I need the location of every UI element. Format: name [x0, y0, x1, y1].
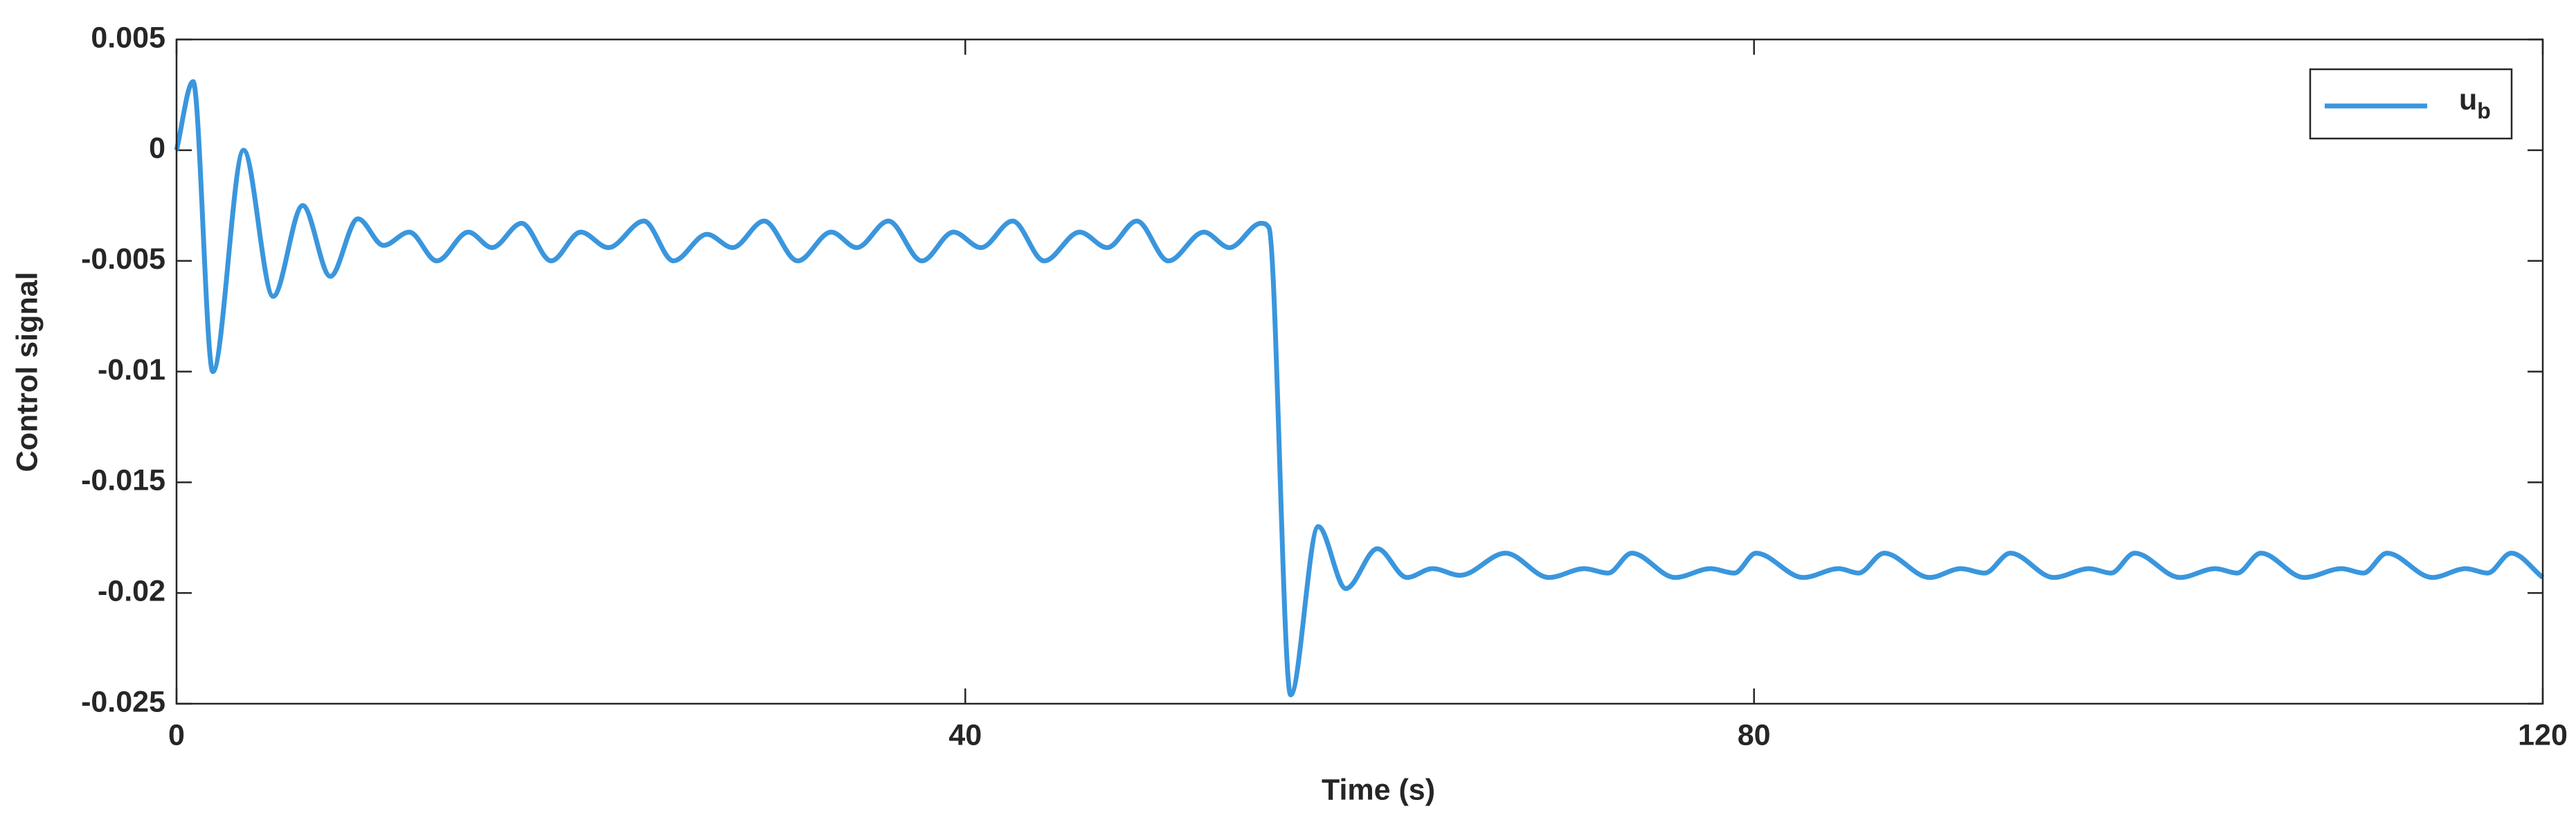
y-tick-label: -0.01 [98, 353, 165, 386]
data-line [174, 79, 2545, 697]
y-tick-label: -0.025 [81, 685, 165, 718]
y-tick-label: -0.005 [81, 242, 165, 276]
legend-subscript: b [2477, 98, 2491, 123]
y-tick-label: -0.02 [98, 575, 165, 608]
legend-label: ub [2459, 83, 2491, 123]
x-tick-label: 40 [948, 718, 982, 752]
x-tick-label: 80 [1738, 718, 1771, 752]
x-tick-label: 120 [2518, 718, 2568, 752]
y-tick-label: 0.005 [91, 21, 165, 54]
y-axis-label: Control signal [10, 272, 44, 472]
x-tick-label: 0 [168, 718, 185, 752]
y-tick-label: 0 [149, 132, 165, 165]
axes-box [175, 38, 2544, 705]
y-tick-label: -0.015 [81, 464, 165, 497]
x-axis-label: Time (s) [1322, 773, 1435, 806]
legend-text: u [2459, 83, 2477, 116]
legend: ub [2309, 68, 2513, 140]
